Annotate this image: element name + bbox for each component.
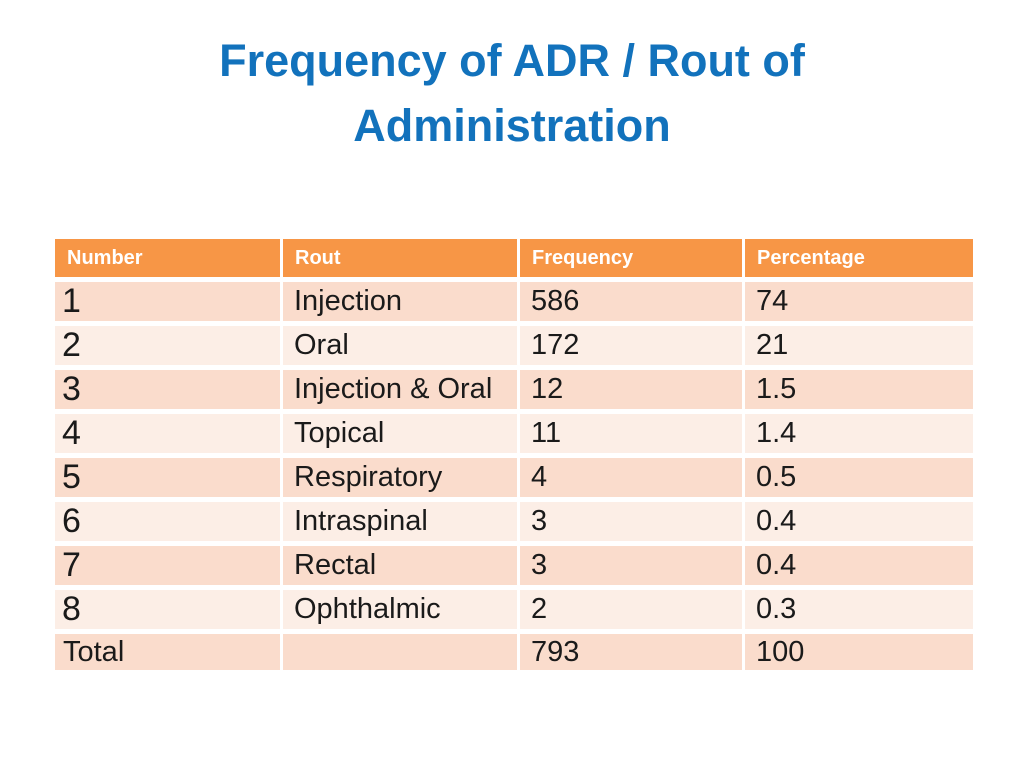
- cell-number: 3: [55, 370, 283, 414]
- cell-rout: Intraspinal: [283, 502, 520, 546]
- cell-rout: Ophthalmic: [283, 590, 520, 634]
- table-row: 4 Topical 11 1.4: [55, 414, 973, 458]
- cell-percentage: 0.4: [745, 546, 973, 590]
- column-header-rout: Rout: [283, 239, 520, 282]
- cell-rout: Injection & Oral: [283, 370, 520, 414]
- column-header-frequency: Frequency: [520, 239, 745, 282]
- table-row: 6 Intraspinal 3 0.4: [55, 502, 973, 546]
- cell-frequency: 2: [520, 590, 745, 634]
- table-row: 3 Injection & Oral 12 1.5: [55, 370, 973, 414]
- cell-frequency: 172: [520, 326, 745, 370]
- cell-rout: Topical: [283, 414, 520, 458]
- column-header-percentage: Percentage: [745, 239, 973, 282]
- cell-number: 4: [55, 414, 283, 458]
- table-row: 1 Injection 586 74: [55, 282, 973, 326]
- table-header-row: Number Rout Frequency Percentage: [55, 239, 973, 282]
- cell-percentage: 74: [745, 282, 973, 326]
- cell-percentage: 0.4: [745, 502, 973, 546]
- table-header: Number Rout Frequency Percentage: [55, 239, 973, 282]
- cell-rout: [283, 634, 520, 675]
- cell-frequency: 11: [520, 414, 745, 458]
- cell-rout: Respiratory: [283, 458, 520, 502]
- cell-frequency: 3: [520, 546, 745, 590]
- cell-number: 8: [55, 590, 283, 634]
- cell-number: 7: [55, 546, 283, 590]
- cell-percentage: 1.5: [745, 370, 973, 414]
- cell-percentage: 0.3: [745, 590, 973, 634]
- cell-frequency: 4: [520, 458, 745, 502]
- cell-number: Total: [55, 634, 283, 675]
- column-header-number: Number: [55, 239, 283, 282]
- table-row: Total 793 100: [55, 634, 973, 675]
- table-row: 5 Respiratory 4 0.5: [55, 458, 973, 502]
- cell-frequency: 12: [520, 370, 745, 414]
- cell-percentage: 100: [745, 634, 973, 675]
- cell-frequency: 586: [520, 282, 745, 326]
- cell-percentage: 0.5: [745, 458, 973, 502]
- cell-number: 6: [55, 502, 283, 546]
- cell-rout: Rectal: [283, 546, 520, 590]
- table-row: 2 Oral 172 21: [55, 326, 973, 370]
- slide-title-line1: Frequency of ADR / Rout of: [219, 35, 805, 86]
- slide-title: Frequency of ADR / Rout of Administratio…: [0, 28, 1024, 158]
- table-body: 1 Injection 586 74 2 Oral 172 21 3 Injec…: [55, 282, 973, 675]
- cell-rout: Injection: [283, 282, 520, 326]
- cell-number: 2: [55, 326, 283, 370]
- cell-rout: Oral: [283, 326, 520, 370]
- table-row: 7 Rectal 3 0.4: [55, 546, 973, 590]
- cell-number: 5: [55, 458, 283, 502]
- adr-frequency-table: Number Rout Frequency Percentage 1 Injec…: [55, 239, 973, 675]
- cell-percentage: 1.4: [745, 414, 973, 458]
- cell-frequency: 3: [520, 502, 745, 546]
- cell-percentage: 21: [745, 326, 973, 370]
- cell-frequency: 793: [520, 634, 745, 675]
- slide-title-line2: Administration: [353, 100, 671, 151]
- table-row: 8 Ophthalmic 2 0.3: [55, 590, 973, 634]
- cell-number: 1: [55, 282, 283, 326]
